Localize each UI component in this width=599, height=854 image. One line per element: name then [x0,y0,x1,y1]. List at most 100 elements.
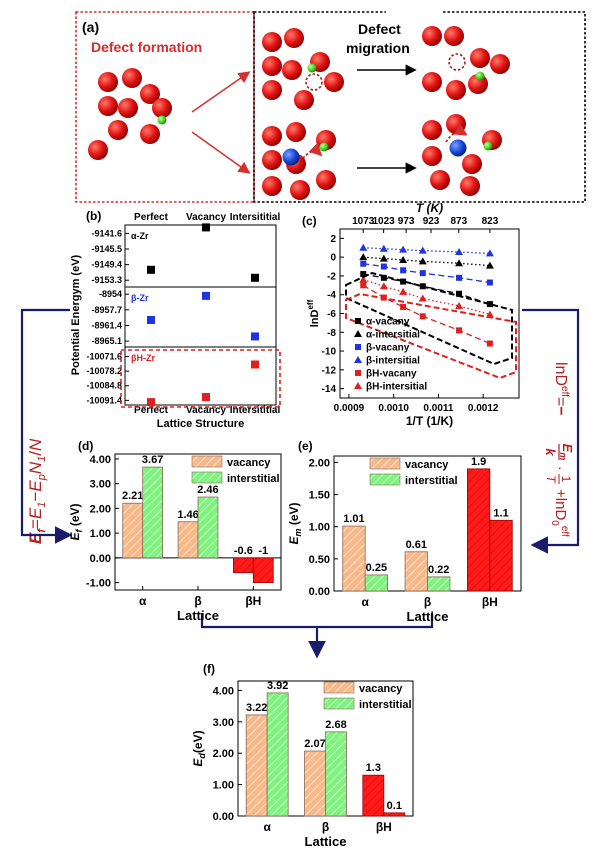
chart-c-point [455,259,464,267]
chart-d-y-tick-label: 0.00 [90,553,111,565]
chart-c-y-tick-label: -6 [327,309,336,320]
zr-atom-icon [430,170,450,190]
chart-b-potential-energy: (b) Perfect Perfect Vacancy Vacancy Intersiti… [70,209,281,430]
chart-c-y-tick-label: 2 [330,234,336,245]
chart-f-data-label: 1.3 [366,762,381,774]
merge-flow-connector [200,613,434,629]
chart-f-bar [266,692,289,817]
chart-b-y-tick-label: -10078.2 [86,366,122,376]
panel-a-schematic: (a) Defect formation Defect migration [75,10,586,203]
chart-d-y-axis-label-main: E [68,532,82,541]
chart-d-bar [197,496,219,559]
solute-atom-icon [157,115,167,125]
chart-b-y-tick-label: -9153.3 [91,275,122,285]
chart-b-x-tick-label: Intersititial [230,405,281,416]
chart-b-y-tick-label: -10091.4 [86,395,122,405]
chart-b-tag: (b) [86,209,101,223]
chart-c-legend-marker [354,330,362,337]
chart-c-y-tick-label: -8 [327,328,336,339]
chart-c-point [379,282,388,290]
chart-e-data-label: 1.01 [343,513,364,525]
zr-atom-icon [462,154,482,174]
migration-path-icon [445,123,468,143]
chart-c-point [400,267,407,274]
chart-f-y-tick-label: 2.00 [213,748,234,760]
chart-c-series-line [362,284,491,345]
formula-term: = [552,397,569,406]
chart-f-bar [325,731,347,817]
zr-atom-icon [446,80,466,100]
formula-term: 1 [36,502,48,508]
chart-f-x-axis-label: Lattice [305,834,347,849]
chart-e-data-label: 0.22 [428,564,449,576]
chart-e-y-tick-label: 0.50 [309,554,330,566]
diffusion-formula: lnDeff=− Em k · 1 T +lnD0eff [543,362,575,537]
chart-c-point [360,271,367,278]
chart-b-point [202,223,210,232]
chart-f-data-label: 3.92 [267,680,288,692]
formation-energy-formula: Ef=E1−EpN1/N [26,438,48,544]
chart-c-point [455,301,464,309]
chart-c-legend-marker [354,356,362,363]
chart-d-data-label: 2.46 [197,484,218,496]
chart-c-legend-label: β-intersitial [366,356,420,367]
chart-f-y-tick-label: 1.00 [213,780,234,792]
formula-term: lnD [552,362,569,386]
chart-c-point [379,254,388,262]
chart-c-y-tick-label: -12 [322,365,337,376]
chart-e-migration-energy: (e) 2.00 1.50 1.00 0.50 0.00 α 1.01 0.25 β 0.61 0.2… [287,439,522,624]
chart-d-legend-swatch [191,455,223,468]
chart-c-point [359,243,368,251]
chart-d-y-tick-label: 4.00 [90,454,111,466]
chart-c-legend-label: βH-vacany [366,369,417,380]
zr-atom-icon [422,72,442,92]
chart-b-point [202,393,210,402]
chart-d-y-axis-label-unit: (eV) [68,503,82,529]
chart-c-tag: (c) [302,214,317,228]
migration-path-icon [299,142,323,163]
chart-e-legend-label: interstitial [405,475,458,487]
formula-term: N [26,461,45,474]
zr-atom-icon [282,60,302,80]
chart-c-point [359,275,368,283]
defect-formation-label: Defect formation [91,39,202,55]
formula-term: E [26,507,45,519]
zr-atom-icon [316,170,336,190]
chart-c-point [380,274,387,281]
chart-f-data-label: 0.1 [387,800,402,812]
formation-arrow-upper [191,71,251,113]
zr-atom-icon [422,120,442,140]
chart-c-top-axis-label: T (K) [416,201,443,215]
zr-atom-icon [262,150,282,170]
chart-b-y-tick-label: -8965.1 [91,336,122,346]
chart-c-y-tick-label: -14 [322,384,337,395]
formula-term: · [553,466,569,471]
chart-d-y-tick-label: 1.00 [90,528,111,540]
solute-atom-icon [319,142,329,152]
chart-d-data-label: 1.46 [177,509,198,521]
zr-atom-icon [262,56,282,76]
chart-c-top-tick-label: 823 [482,216,499,227]
chart-f-tag: (f) [203,662,215,676]
zr-atom-icon [290,180,310,200]
chart-f-bar [362,774,385,817]
formula-term: lnD [552,498,569,521]
chart-d-bar [177,521,199,559]
chart-c-x-tick-label: 0.0010 [378,403,409,414]
chart-c-point [485,261,494,269]
chart-c-series-line [363,273,491,305]
formula-term: k [543,448,558,456]
chart-b-point [251,332,259,341]
chart-d-legend-label: vacancy [227,457,271,469]
chart-f-x-tick-label: βH [376,820,392,834]
zr-atom-icon [262,126,282,146]
zr-atom-icon [324,72,344,92]
zr-atom-icon [140,124,160,144]
chart-b-y-tick-label: -9149.4 [91,260,122,270]
interstitial-atom-icon [449,139,467,157]
zr-atom-icon [140,84,160,104]
chart-e-y-tick-label: 0.00 [309,586,330,598]
chart-d-legend-swatch [191,471,223,484]
chart-f-bar [245,714,268,817]
